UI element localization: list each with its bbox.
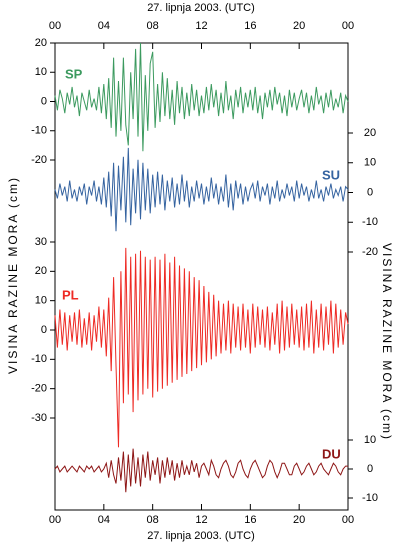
y-tick-label: 10 bbox=[35, 66, 47, 78]
series-label: PL bbox=[62, 287, 79, 302]
top-title: 27. lipnja 2003. (UTC) bbox=[147, 2, 255, 14]
y-tick-label: -10 bbox=[362, 216, 378, 228]
x-tick-label-bottom: 00 bbox=[342, 514, 354, 526]
y-tick-label: 30 bbox=[35, 236, 47, 248]
series-label: SU bbox=[322, 167, 340, 182]
y-tick-label: 0 bbox=[41, 95, 47, 107]
y-tick-label: 10 bbox=[35, 295, 47, 307]
x-tick-label-top: 08 bbox=[147, 20, 159, 32]
series-line bbox=[54, 247, 349, 448]
y-tick-label: -20 bbox=[31, 154, 47, 166]
series-line bbox=[54, 42, 349, 152]
y-tick-label: 0 bbox=[41, 324, 47, 336]
bottom-title: 27. lipnja 2003. (UTC) bbox=[147, 530, 255, 542]
y-tick-label: -30 bbox=[31, 412, 47, 424]
y-tick-label: -10 bbox=[362, 492, 378, 504]
y-tick-label: 10 bbox=[364, 157, 376, 169]
x-tick-label-bottom: 20 bbox=[293, 514, 305, 526]
x-tick-label-bottom: 04 bbox=[98, 514, 110, 526]
y-tick-label: -10 bbox=[31, 353, 47, 365]
y-tick-label: -20 bbox=[31, 383, 47, 395]
series-label: DU bbox=[322, 446, 341, 461]
y-tick-label: 0 bbox=[367, 186, 373, 198]
x-tick-label-top: 16 bbox=[244, 20, 256, 32]
x-tick-label-top: 00 bbox=[49, 20, 61, 32]
y-tick-label: 10 bbox=[364, 434, 376, 446]
y-tick-label: 20 bbox=[35, 265, 47, 277]
series-label: SP bbox=[65, 66, 83, 81]
right-y-label: VISINA RAZINE MORA (cm) bbox=[380, 243, 394, 441]
plot-frame bbox=[54, 42, 349, 511]
y-tick-label: 20 bbox=[364, 127, 376, 139]
x-tick-label-top: 20 bbox=[293, 20, 305, 32]
y-tick-label: 0 bbox=[367, 463, 373, 475]
series-line bbox=[54, 448, 348, 493]
x-tick-label-bottom: 16 bbox=[244, 514, 256, 526]
y-tick-label: -10 bbox=[31, 125, 47, 137]
x-tick-label-top: 04 bbox=[98, 20, 110, 32]
x-tick-label-bottom: 00 bbox=[49, 514, 61, 526]
series-line bbox=[54, 147, 349, 232]
y-tick-label: 20 bbox=[35, 37, 47, 49]
y-tick-label: -20 bbox=[362, 246, 378, 258]
x-tick-label-bottom: 12 bbox=[195, 514, 207, 526]
left-y-label: VISINA RAZINE MORA (cm) bbox=[6, 176, 20, 374]
x-tick-label-bottom: 08 bbox=[147, 514, 159, 526]
x-tick-label-top: 12 bbox=[195, 20, 207, 32]
x-tick-label-top: 00 bbox=[342, 20, 354, 32]
